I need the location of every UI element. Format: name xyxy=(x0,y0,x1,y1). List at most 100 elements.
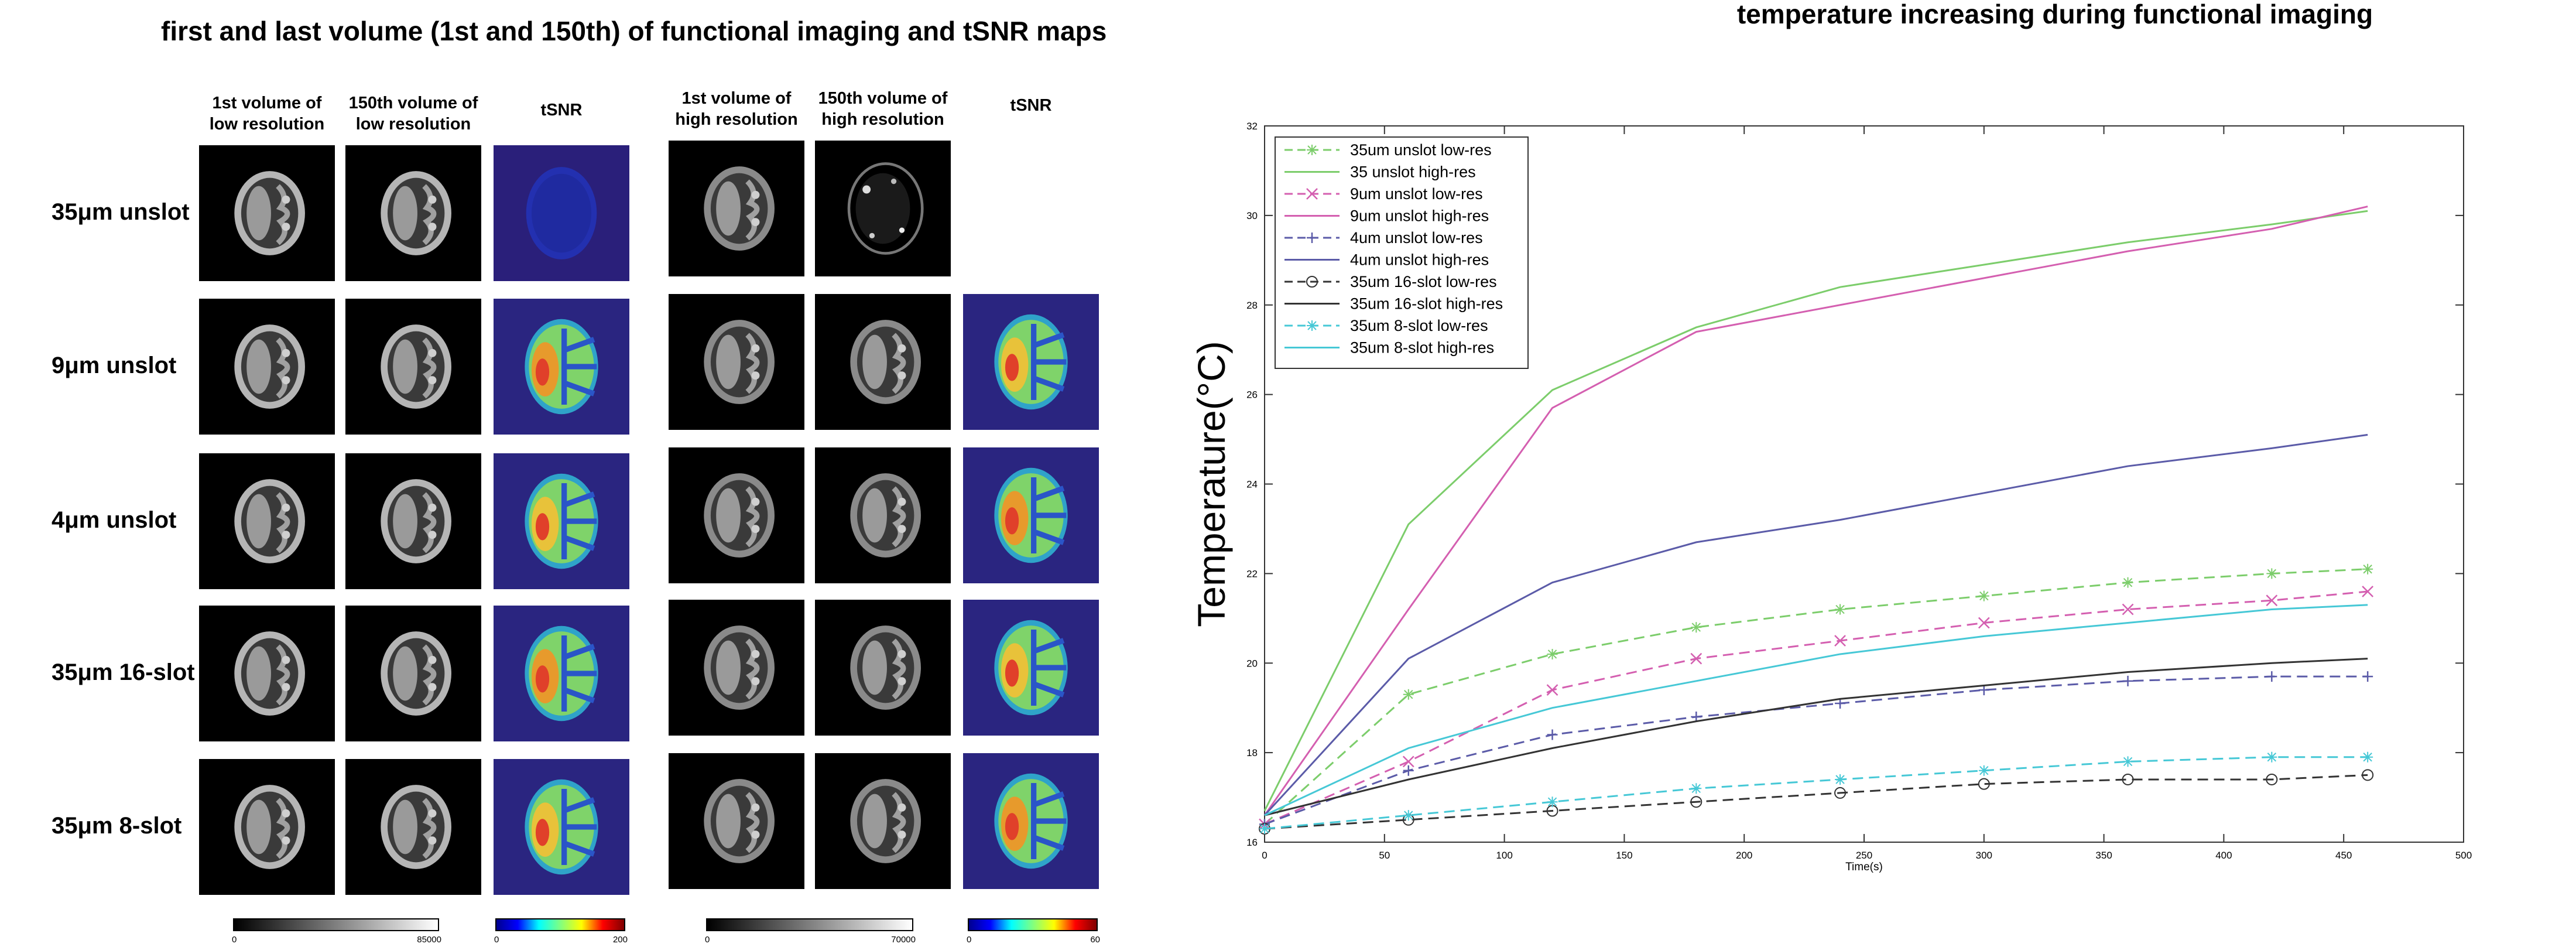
image-tile-r1-c2 xyxy=(345,145,481,281)
x-tick-label: 350 xyxy=(2095,850,2112,861)
legend-label-8: 35um 16-slot high-res xyxy=(1350,295,1503,313)
column-header-6: tSNR xyxy=(1010,96,1052,115)
y-tick-label: 30 xyxy=(1246,210,1258,221)
series-5-point-9 xyxy=(2362,671,2373,682)
legend-label-7: 35um 16-slot low-res xyxy=(1350,273,1497,290)
series-3-point-4 xyxy=(1690,652,1703,665)
legend-label-9: 35um 8-slot low-res xyxy=(1350,317,1488,334)
image-tile-r4-c3 xyxy=(494,606,629,741)
legend-marker-5 xyxy=(1307,233,1317,243)
series-5-point-8 xyxy=(2266,671,2277,682)
series-line-7 xyxy=(1264,774,2368,830)
image-tile-r2-c3 xyxy=(494,299,629,435)
legend-marker-7 xyxy=(1306,276,1318,288)
colorbar-4 xyxy=(968,918,1098,931)
image-tile-r3-c2 xyxy=(345,453,481,589)
colorbar-4-max: 60 xyxy=(1090,935,1100,945)
legend-label-1: 35um unslot low-res xyxy=(1350,141,1492,159)
series-1-point-8 xyxy=(2266,568,2277,579)
series-5-point-4 xyxy=(1691,711,1702,722)
image-tile-r4-c5 xyxy=(815,600,951,736)
y-tick-label: 24 xyxy=(1246,479,1258,490)
series-line-8 xyxy=(1264,658,2368,816)
chart-title: temperature increasing during functional… xyxy=(1737,0,2373,29)
series-line-2 xyxy=(1263,210,2368,812)
image-tile-r2-c4 xyxy=(669,294,804,430)
column-header-5: 150th volume of high resolution xyxy=(818,89,948,129)
y-tick-label: 22 xyxy=(1246,568,1258,579)
colorbar-1-min: 0 xyxy=(232,935,237,945)
legend-marker-3 xyxy=(1306,188,1318,200)
x-tick-label: 250 xyxy=(1856,850,1872,861)
row-label-5: 35μm 8-slot xyxy=(52,813,182,839)
image-tile-r2-c1 xyxy=(199,299,335,435)
left-panel-title: first and last volume (1st and 150th) of… xyxy=(161,16,1107,46)
x-tick-label: 100 xyxy=(1496,850,1512,861)
image-tile-r2-c5 xyxy=(815,294,951,430)
series-3-point-6 xyxy=(1978,617,1990,629)
image-tile-r1-c4 xyxy=(669,141,804,276)
series-9-point-1 xyxy=(1259,823,1270,835)
image-tile-r1-c3 xyxy=(494,145,629,281)
legend-label-2: 35 unslot high-res xyxy=(1350,163,1476,181)
colorbar-2-max: 200 xyxy=(612,935,628,945)
series-1-point-6 xyxy=(1978,590,1989,601)
row-label-4: 35μm 16-slot xyxy=(52,659,195,685)
x-tick-label: 150 xyxy=(1616,850,1632,861)
image-tile-r3-c5 xyxy=(815,447,951,583)
y-tick-label: 16 xyxy=(1246,837,1258,848)
row-label-3: 4μm unslot xyxy=(52,507,177,533)
row-label-1: 35μm unslot xyxy=(52,199,190,225)
image-tile-r5-c1 xyxy=(199,759,335,895)
series-3-point-2 xyxy=(1402,755,1414,768)
colorbar-1-max: 85000 xyxy=(417,935,441,945)
series-line-6 xyxy=(1263,433,2368,816)
x-tick-label: 450 xyxy=(2335,850,2352,861)
image-tile-r3-c4 xyxy=(669,447,804,583)
series-1-point-7 xyxy=(2122,577,2133,588)
image-tile-r5-c6 xyxy=(963,753,1099,889)
colorbar-3 xyxy=(706,918,913,931)
series-9-point-3 xyxy=(1547,796,1558,808)
y-tick-label: 32 xyxy=(1246,121,1258,132)
legend-marker-9 xyxy=(1307,320,1317,331)
series-5-point-7 xyxy=(2122,675,2133,686)
series-7-point-4 xyxy=(1690,796,1703,808)
series-3-point-8 xyxy=(2266,594,2278,607)
series-line-10 xyxy=(1264,604,2368,816)
y-tick-label: 28 xyxy=(1246,300,1258,311)
series-9-point-7 xyxy=(2122,756,2133,767)
series-7-point-7 xyxy=(2122,773,2134,785)
image-tile-r5-c2 xyxy=(345,759,481,895)
series-1-point-9 xyxy=(2362,563,2373,575)
legend-label-10: 35um 8-slot high-res xyxy=(1350,339,1494,357)
series-1-point-5 xyxy=(1835,604,1846,615)
column-header-2: 150th volume of low resolution xyxy=(348,94,478,134)
row-label-2: 9μm unslot xyxy=(52,353,177,378)
series-7-point-5 xyxy=(1834,787,1847,799)
legend-label-3: 9um unslot low-res xyxy=(1350,185,1483,203)
y-axis-label: Temperature(°C) xyxy=(1190,341,1233,627)
y-tick-label: 26 xyxy=(1246,389,1258,401)
colorbar-2 xyxy=(495,918,625,931)
x-tick-label: 300 xyxy=(1976,850,1992,861)
series-9-point-2 xyxy=(1403,810,1414,821)
legend-marker-1 xyxy=(1307,145,1317,155)
image-tile-r2-c6 xyxy=(963,294,1099,430)
x-tick-label: 0 xyxy=(1262,850,1267,861)
series-7-point-8 xyxy=(2266,773,2278,785)
series-7-point-6 xyxy=(1978,778,1990,790)
series-9-point-4 xyxy=(1691,783,1702,794)
series-9-point-9 xyxy=(2362,751,2373,763)
series-5-point-2 xyxy=(1403,765,1414,776)
x-tick-label: 200 xyxy=(1736,850,1752,861)
series-3-point-9 xyxy=(2362,586,2374,597)
series-9-point-8 xyxy=(2266,751,2277,763)
colorbar-2-min: 0 xyxy=(494,935,499,945)
image-tile-r4-c6 xyxy=(963,600,1099,736)
series-1-point-2 xyxy=(1403,689,1414,700)
legend-box xyxy=(1275,136,1529,369)
column-header-3: tSNR xyxy=(540,101,583,119)
x-tick-label: 50 xyxy=(1379,850,1390,861)
colorbar-4-min: 0 xyxy=(967,935,972,945)
